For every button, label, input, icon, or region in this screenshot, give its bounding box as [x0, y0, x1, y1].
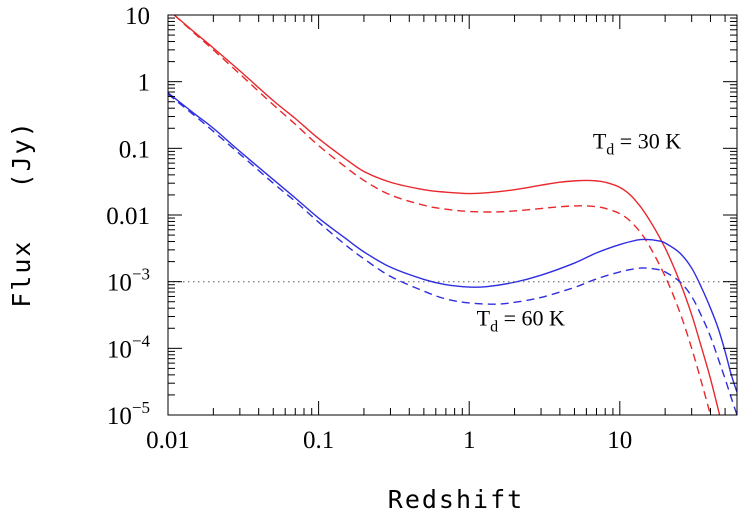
plot-frame	[167, 14, 738, 416]
x-axis-title: Redshift	[388, 485, 524, 514]
y-tick-label: 1	[138, 70, 151, 97]
x-tick-label: 1	[463, 427, 476, 454]
y-tick-label: 0.01	[106, 203, 150, 230]
temperature-annotation-0: Td = 30 K	[593, 128, 681, 158]
x-tick-label: 10	[607, 427, 632, 454]
y-tick-label: 10−4	[107, 331, 151, 363]
y-tick-label: 10−3	[107, 265, 150, 297]
y-tick-label: 10−5	[107, 398, 150, 430]
x-tick-label: 0.1	[303, 427, 334, 454]
x-tick-label: 0.01	[146, 427, 190, 454]
y-axis-title: Flux (Jy)	[7, 120, 36, 308]
y-tick-label: 0.1	[119, 136, 150, 163]
series-line-2-solid	[168, 92, 737, 393]
tick-labels: 0.01 0.1 1 10 10 1 0.1 0.01 10−3 10−4 10−5 Td = 30 …	[106, 3, 681, 454]
y-tick-label: 10	[125, 3, 150, 30]
temperature-annotation-1: Td = 60 K	[477, 306, 565, 336]
series-line-1-dashed	[173, 15, 712, 415]
plot-layer	[168, 15, 737, 415]
series-line-3-dashed	[168, 93, 737, 415]
axes-frame	[167, 14, 738, 416]
series-line-0-solid	[173, 15, 721, 415]
